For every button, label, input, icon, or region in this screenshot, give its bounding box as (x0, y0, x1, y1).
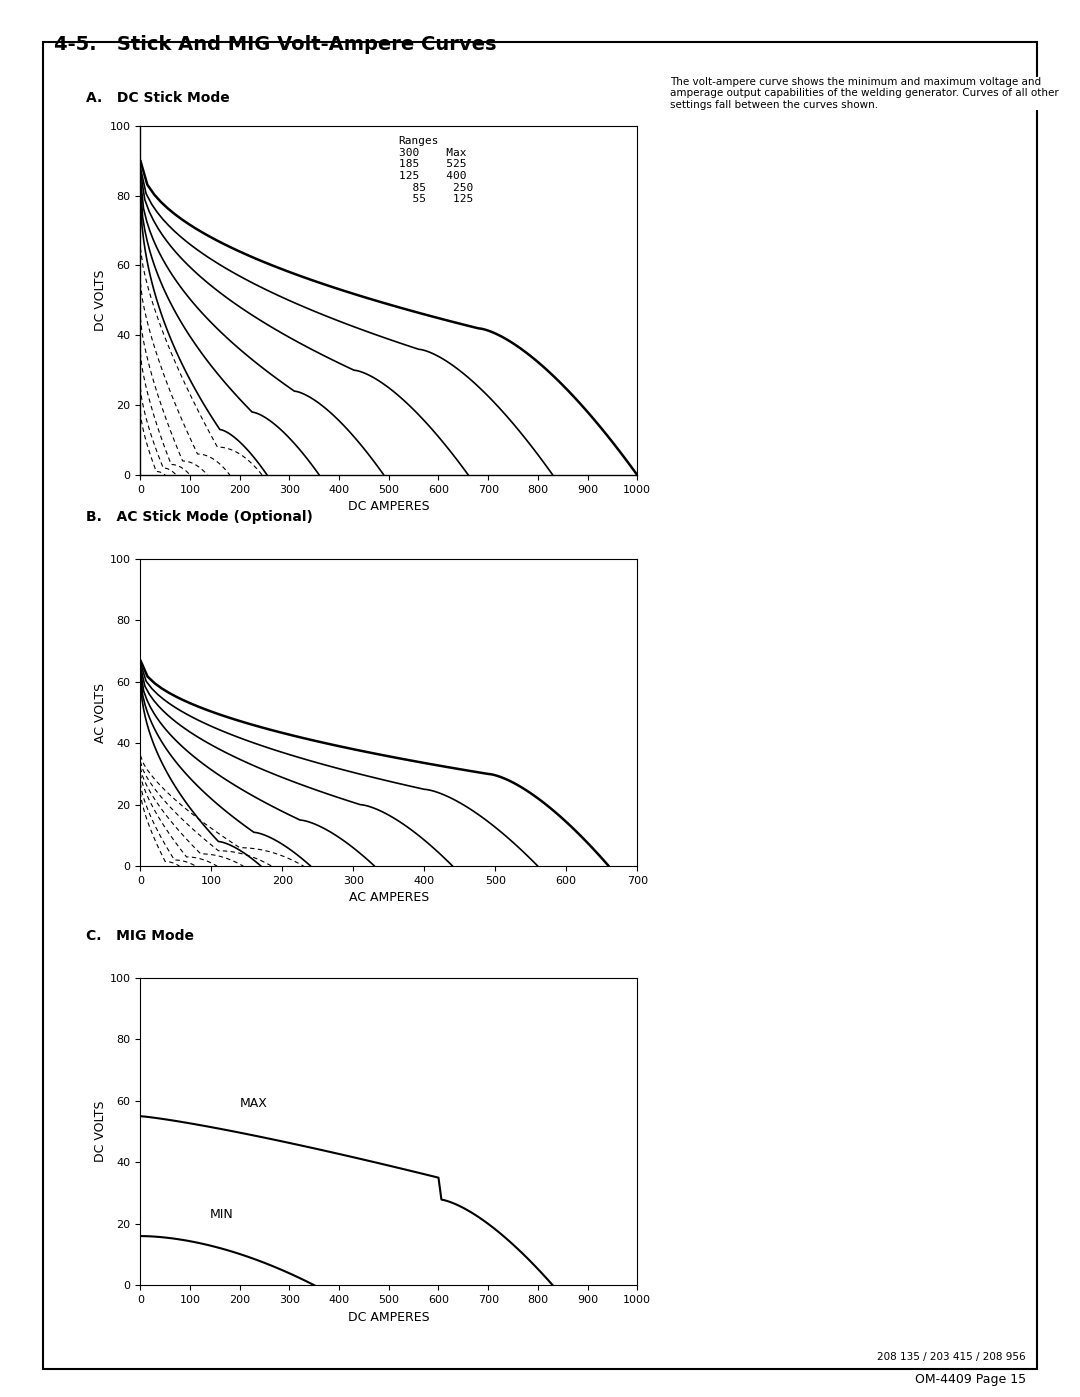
FancyBboxPatch shape (43, 42, 1037, 1369)
X-axis label: AC AMPERES: AC AMPERES (349, 891, 429, 904)
Text: OM-4409 Page 15: OM-4409 Page 15 (915, 1373, 1026, 1386)
Text: C.   MIG Mode: C. MIG Mode (86, 929, 194, 943)
X-axis label: DC AMPERES: DC AMPERES (348, 500, 430, 513)
Text: 4-5.   Stick And MIG Volt-Ampere Curves: 4-5. Stick And MIG Volt-Ampere Curves (54, 35, 497, 54)
Text: MIN: MIN (210, 1207, 233, 1221)
Text: MAX: MAX (240, 1097, 268, 1111)
Y-axis label: AC VOLTS: AC VOLTS (94, 682, 107, 743)
Y-axis label: DC VOLTS: DC VOLTS (94, 270, 107, 331)
X-axis label: DC AMPERES: DC AMPERES (348, 1310, 430, 1323)
Text: A.   DC Stick Mode: A. DC Stick Mode (86, 91, 230, 105)
Text: Ranges
300    Max
185    525
125    400
  85    250
  55    125: Ranges 300 Max 185 525 125 400 85 250 55… (399, 137, 473, 204)
Text: B.   AC Stick Mode (Optional): B. AC Stick Mode (Optional) (86, 510, 313, 524)
Y-axis label: DC VOLTS: DC VOLTS (94, 1101, 107, 1162)
Text: 208 135 / 203 415 / 208 956: 208 135 / 203 415 / 208 956 (877, 1352, 1026, 1362)
Text: The volt-ampere curve shows the minimum and maximum voltage and amperage output : The volt-ampere curve shows the minimum … (670, 77, 1058, 110)
